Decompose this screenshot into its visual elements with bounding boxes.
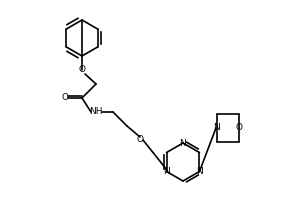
- Text: N: N: [180, 138, 186, 148]
- Text: O: O: [79, 66, 86, 74]
- Text: O: O: [136, 136, 143, 144]
- Text: N: N: [214, 123, 220, 132]
- Text: NH: NH: [89, 108, 103, 116]
- Text: O: O: [236, 123, 242, 132]
- Text: N: N: [163, 167, 170, 176]
- Text: O: O: [61, 94, 68, 102]
- Text: N: N: [196, 167, 203, 176]
